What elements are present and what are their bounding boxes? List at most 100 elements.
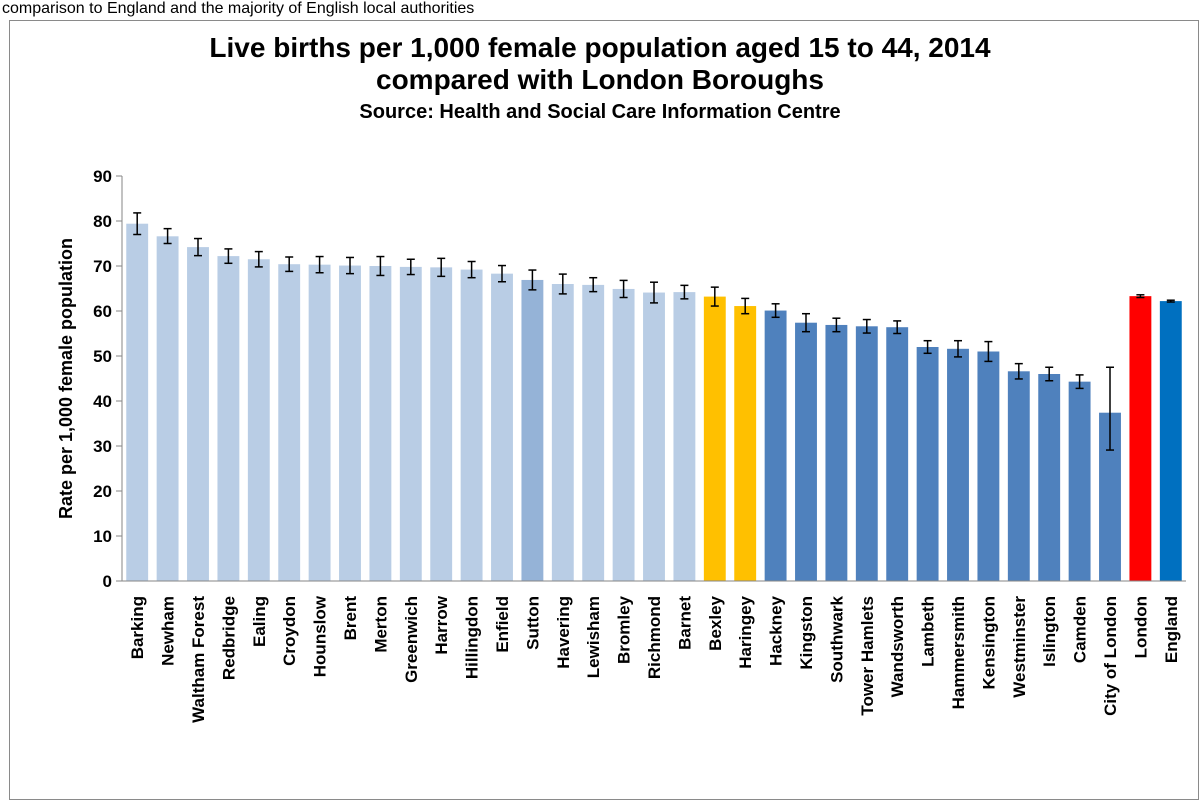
chart-title-line2: compared with London Boroughs (376, 64, 824, 95)
chart-subtitle: Source: Health and Social Care Informati… (359, 101, 841, 123)
x-tick-label: Southwark (827, 595, 846, 682)
x-tick-label: Bromley (615, 595, 634, 664)
error-bar (923, 339, 932, 355)
x-tick-label: Croydon (280, 596, 299, 666)
error-bar (437, 257, 446, 278)
y-tick-label: 70 (93, 257, 112, 276)
x-tick-label: Haringey (736, 595, 755, 668)
x-tick-label: Sutton (523, 596, 542, 650)
x-axis: Barking Newham Waltham Forest Redbridge Eali… (122, 580, 1186, 723)
y-axis: 0 10 20 30 40 50 60 70 80 90 (93, 167, 123, 591)
error-bar (984, 340, 993, 363)
bar (126, 223, 149, 581)
bar (673, 292, 696, 581)
bar (855, 326, 878, 581)
x-tick-label: Enfield (493, 596, 512, 653)
bar (643, 292, 665, 581)
y-tick-label: 10 (93, 527, 112, 546)
x-tick-label: Tower Hamlets (858, 596, 877, 716)
bar (764, 310, 787, 581)
error-bar (1136, 294, 1145, 299)
bar (369, 266, 392, 581)
chart-title: Live births per 1,000 female population … (209, 32, 991, 63)
x-tick-label: Lambeth (919, 596, 938, 667)
x-tick-label: Barnet (675, 596, 694, 650)
bar (217, 256, 240, 581)
error-bars (133, 212, 1175, 451)
x-tick-label: Newham (159, 596, 178, 666)
error-bar (376, 255, 385, 277)
error-bar (893, 320, 902, 335)
bar (734, 306, 757, 581)
x-tick-label: Havering (554, 596, 573, 669)
bar (156, 236, 179, 582)
x-tick-label: Wandsworth (888, 596, 907, 697)
y-tick-label: 50 (93, 347, 112, 366)
error-bar (1075, 374, 1084, 390)
bar (977, 351, 1000, 581)
x-tick-label: Lewisham (584, 596, 603, 678)
bar (551, 284, 574, 581)
error-bar (650, 281, 658, 304)
bar (916, 347, 939, 581)
bar (612, 288, 635, 581)
error-bar (862, 318, 871, 334)
y-tick-label: 20 (93, 482, 112, 501)
error-bar (1166, 299, 1175, 303)
bar (399, 266, 422, 581)
bars (126, 223, 1182, 582)
bar (491, 273, 513, 581)
error-bar (741, 297, 750, 315)
bar (1099, 412, 1121, 581)
x-tick-label: London (1131, 596, 1150, 658)
bar (1159, 301, 1182, 581)
error-bar (589, 276, 598, 293)
error-bar (315, 255, 324, 274)
error-bar (558, 273, 567, 295)
x-tick-label: Ealing (250, 596, 269, 647)
error-bar (194, 237, 202, 257)
error-bar (133, 212, 142, 236)
bar (825, 324, 848, 581)
x-tick-label: Waltham Forest (189, 596, 208, 723)
x-tick-label: Westminster (1010, 596, 1029, 698)
bar (187, 247, 209, 581)
x-tick-label: Kingston (797, 596, 816, 670)
bar (278, 264, 301, 581)
x-tick-label: Richmond (645, 596, 664, 679)
x-tick-label: Redbridge (219, 596, 238, 680)
x-tick-label: Camden (1071, 596, 1090, 663)
y-tick-label: 60 (93, 302, 112, 321)
bar (1129, 296, 1152, 581)
error-bar (680, 284, 689, 300)
x-tick-label: Greenwich (402, 596, 421, 683)
bar (1007, 371, 1030, 581)
error-bar (467, 260, 476, 279)
y-tick-label: 40 (93, 392, 112, 411)
y-tick-label: 80 (93, 212, 112, 231)
error-bar (346, 256, 354, 275)
error-bar (285, 256, 294, 273)
x-tick-label: Bexley (706, 595, 725, 650)
x-tick-label: Barking (128, 596, 147, 659)
error-bar (254, 250, 263, 268)
error-bar (1045, 366, 1054, 382)
error-bar (619, 279, 628, 299)
error-bar (528, 269, 537, 291)
error-bar (802, 312, 810, 333)
bar (430, 267, 453, 581)
bar (247, 259, 270, 581)
x-tick-label: Hackney (767, 595, 786, 665)
y-axis-label: Rate per 1,000 female population (56, 238, 76, 519)
bar (795, 322, 817, 581)
bar (582, 284, 605, 581)
bar (1038, 374, 1061, 581)
page-caption: comparison to England and the majority o… (2, 0, 475, 17)
y-tick-label: 0 (103, 572, 112, 591)
x-tick-label: Brent (341, 596, 360, 641)
error-bar (406, 258, 415, 276)
error-bar (710, 286, 719, 307)
bar-chart: 0 10 20 30 40 50 60 70 80 90 Barking Newham Waltham… (56, 167, 1186, 723)
x-tick-label: Hounslow (311, 595, 330, 677)
error-bar (832, 317, 841, 333)
